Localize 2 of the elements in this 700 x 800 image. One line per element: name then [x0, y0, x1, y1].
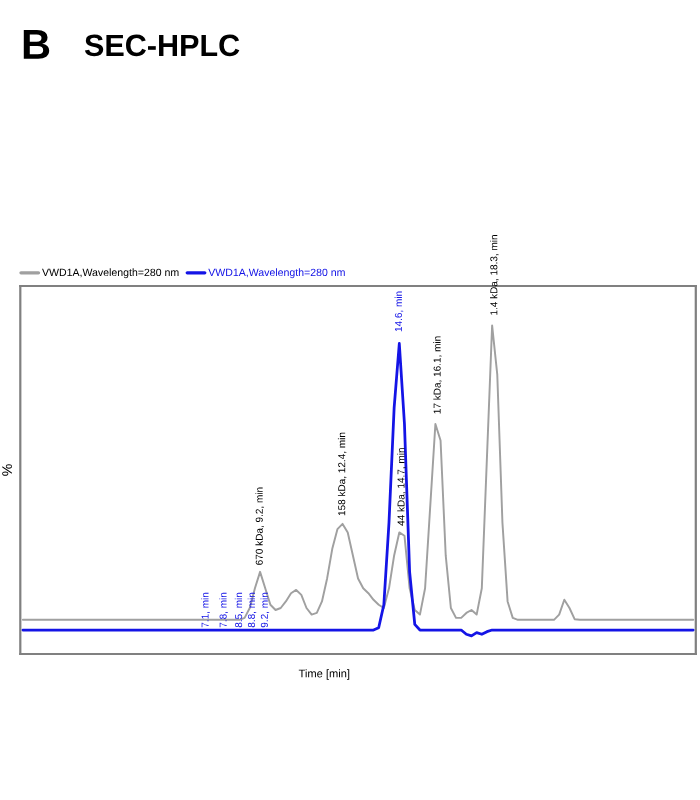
text: B: [23, 30, 50, 59]
chart-title: SEC-HPLC: [84, 34, 240, 57]
